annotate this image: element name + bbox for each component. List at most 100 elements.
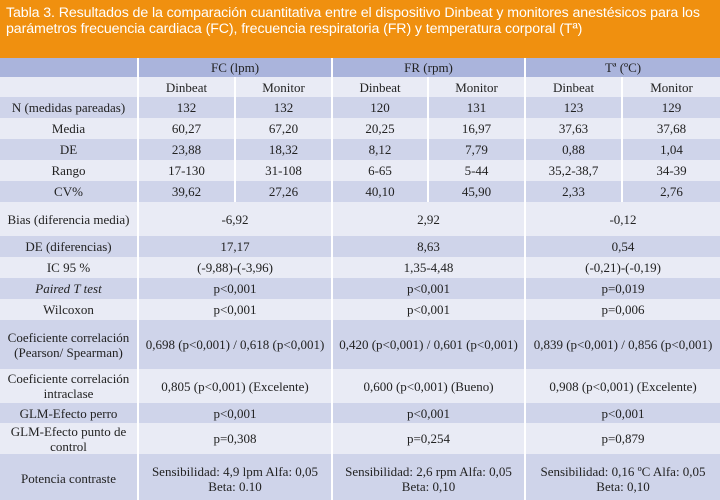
row-label: Bias (diferencia media) bbox=[0, 202, 139, 236]
table-cell: Sensibilidad: 0,16 ºC Alfa: 0,05 Beta: 0… bbox=[525, 454, 720, 500]
row-label: DE bbox=[0, 139, 139, 160]
table-row-n: N (medidas pareadas) 132 132 120 131 123… bbox=[0, 97, 720, 118]
row-label: DE (diferencias) bbox=[0, 236, 139, 257]
row-label: Rango bbox=[0, 160, 139, 181]
table-row-glm-perro: GLM-Efecto perro p<0,001 p<0,001 p<0,001 bbox=[0, 403, 720, 423]
table-cell: 37,68 bbox=[622, 118, 720, 139]
table-cell: 1,04 bbox=[622, 139, 720, 160]
table-cell: 2,33 bbox=[525, 181, 624, 202]
table-cell: p<0,001 bbox=[138, 299, 334, 320]
table-row-cv: CV% 39,62 27,26 40,10 45,90 2,33 2,76 bbox=[0, 181, 720, 202]
table-cell: 132 bbox=[138, 97, 236, 118]
group-header-fc: FC (lpm) bbox=[138, 58, 334, 77]
row-label: Paired T test bbox=[0, 278, 139, 299]
table-cell: 67,20 bbox=[235, 118, 334, 139]
row-label: GLM-Efecto perro bbox=[0, 403, 139, 423]
subheader-fc-monitor: Monitor bbox=[235, 77, 334, 97]
row-label: Wilcoxon bbox=[0, 299, 139, 320]
row-label: Coeficiente correlación intraclase bbox=[0, 369, 139, 403]
corner-cell bbox=[0, 58, 139, 77]
table-cell: 34-39 bbox=[622, 160, 720, 181]
table-cell: 0,805 (p<0,001) (Excelente) bbox=[138, 369, 334, 403]
table-cell: 45,90 bbox=[428, 181, 527, 202]
table-cell: p=0,254 bbox=[332, 423, 527, 454]
table-cell: 0,839 (p<0,001) / 0,856 (p<0,001) bbox=[525, 320, 720, 369]
table-cell: 0,908 (p<0,001) (Excelente) bbox=[525, 369, 720, 403]
table-cell: 8,63 bbox=[332, 236, 527, 257]
table-row-glm-punto-control: GLM-Efecto punto de control p=0,308 p=0,… bbox=[0, 423, 720, 454]
table-cell: -6,92 bbox=[138, 202, 334, 236]
table-cell: (-9,88)-(-3,96) bbox=[138, 257, 334, 278]
table-cell: 35,2-38,7 bbox=[525, 160, 624, 181]
table-cell: 31-108 bbox=[235, 160, 334, 181]
table-cell: p<0,001 bbox=[138, 278, 334, 299]
table-cell: 6-65 bbox=[332, 160, 430, 181]
table-cell: 18,32 bbox=[235, 139, 334, 160]
subheader-fr-monitor: Monitor bbox=[428, 77, 527, 97]
row-label: Potencia contraste bbox=[0, 454, 139, 500]
table-cell: p=0,019 bbox=[525, 278, 720, 299]
table-row-intraclase: Coeficiente correlación intraclase 0,805… bbox=[0, 369, 720, 403]
row-label: Media bbox=[0, 118, 139, 139]
table-cell: p=0,308 bbox=[138, 423, 334, 454]
table-cell: (-0,21)-(-0,19) bbox=[525, 257, 720, 278]
table-cell: 0,88 bbox=[525, 139, 624, 160]
table-cell: 20,25 bbox=[332, 118, 430, 139]
row-label: N (medidas pareadas) bbox=[0, 97, 139, 118]
group-header-temp: Tª (ºC) bbox=[525, 58, 720, 77]
table-cell: 0,698 (p<0,001) / 0,618 (p<0,001) bbox=[138, 320, 334, 369]
group-header-fr: FR (rpm) bbox=[332, 58, 527, 77]
table-cell: p<0,001 bbox=[525, 403, 720, 423]
table-cell: 2,76 bbox=[622, 181, 720, 202]
table-cell: 40,10 bbox=[332, 181, 430, 202]
table-row-wilcoxon: Wilcoxon p<0,001 p<0,001 p=0,006 bbox=[0, 299, 720, 320]
subheader-temp-monitor: Monitor bbox=[622, 77, 720, 97]
table-cell: Sensibilidad: 2,6 rpm Alfa: 0,05 Beta: 0… bbox=[332, 454, 527, 500]
table-cell: 8,12 bbox=[332, 139, 430, 160]
table-row-ic95: IC 95 % (-9,88)-(-3,96) 1,35-4,48 (-0,21… bbox=[0, 257, 720, 278]
table-cell: 39,62 bbox=[138, 181, 236, 202]
table-cell: 0,420 (p<0,001) / 0,601 (p<0,001) bbox=[332, 320, 527, 369]
table-cell: 120 bbox=[332, 97, 430, 118]
table-cell: p<0,001 bbox=[332, 403, 527, 423]
table-cell: 17-130 bbox=[138, 160, 236, 181]
table-cell: 7,79 bbox=[428, 139, 527, 160]
table-cell: 27,26 bbox=[235, 181, 334, 202]
table-cell: p<0,001 bbox=[138, 403, 334, 423]
table-cell: p=0,879 bbox=[525, 423, 720, 454]
table-cell: 5-44 bbox=[428, 160, 527, 181]
table-row-de: DE 23,88 18,32 8,12 7,79 0,88 1,04 bbox=[0, 139, 720, 160]
table-cell: Sensibilidad: 4,9 lpm Alfa: 0,05 Beta: 0… bbox=[138, 454, 334, 500]
table-title: Tabla 3. Resultados de la comparación cu… bbox=[0, 0, 720, 58]
subheader-temp-dinbeat: Dinbeat bbox=[525, 77, 624, 97]
table-cell: 2,92 bbox=[332, 202, 527, 236]
table-cell: p<0,001 bbox=[332, 299, 527, 320]
table-cell: p=0,006 bbox=[525, 299, 720, 320]
table-cell: -0,12 bbox=[525, 202, 720, 236]
table-row-media: Media 60,27 67,20 20,25 16,97 37,63 37,6… bbox=[0, 118, 720, 139]
row-label: CV% bbox=[0, 181, 139, 202]
table-cell: 132 bbox=[235, 97, 334, 118]
table-cell: 23,88 bbox=[138, 139, 236, 160]
row-label: IC 95 % bbox=[0, 257, 139, 278]
row-label: Coeficiente correlación (Pearson/ Spearm… bbox=[0, 320, 139, 369]
table-cell: p<0,001 bbox=[332, 278, 527, 299]
table-cell: 129 bbox=[622, 97, 720, 118]
table-row-de-diferencias: DE (diferencias) 17,17 8,63 0,54 bbox=[0, 236, 720, 257]
table-cell: 131 bbox=[428, 97, 527, 118]
table-row-potencia: Potencia contraste Sensibilidad: 4,9 lpm… bbox=[0, 454, 720, 500]
table-cell: 1,35-4,48 bbox=[332, 257, 527, 278]
table-cell: 123 bbox=[525, 97, 624, 118]
table-cell: 0,600 (p<0,001) (Bueno) bbox=[332, 369, 527, 403]
row-label: GLM-Efecto punto de control bbox=[0, 423, 139, 454]
corner-cell bbox=[0, 77, 139, 97]
subheader-fr-dinbeat: Dinbeat bbox=[332, 77, 430, 97]
table-cell: 60,27 bbox=[138, 118, 236, 139]
group-header-row: FC (lpm) FR (rpm) Tª (ºC) bbox=[0, 58, 720, 77]
table-row-paired-t: Paired T test p<0,001 p<0,001 p=0,019 bbox=[0, 278, 720, 299]
table-cell: 16,97 bbox=[428, 118, 527, 139]
subheader-fc-dinbeat: Dinbeat bbox=[138, 77, 236, 97]
table-row-correlacion: Coeficiente correlación (Pearson/ Spearm… bbox=[0, 320, 720, 369]
table-cell: 37,63 bbox=[525, 118, 624, 139]
